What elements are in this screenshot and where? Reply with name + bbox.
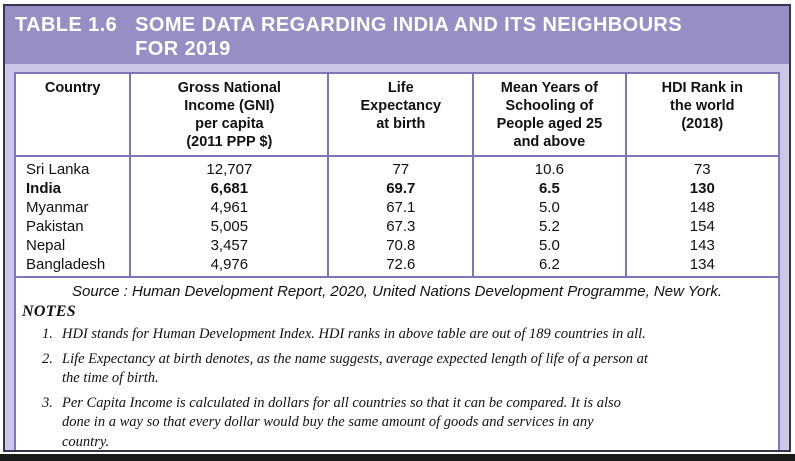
cell-gni: 4,961 <box>129 198 329 217</box>
table-row: Myanmar 4,961 67.1 5.0 148 <box>16 198 778 217</box>
source-line: Source : Human Development Report, 2020,… <box>71 283 723 300</box>
table-row-india: India 6,681 69.7 6.5 130 <box>16 179 778 198</box>
cell-country: Myanmar <box>26 199 89 216</box>
cell-gni: 6,681 <box>129 179 329 198</box>
cell-life-expectancy: 67.1 <box>327 198 474 217</box>
cell-schooling: 10.6 <box>472 156 626 179</box>
cell-hdi-rank: 130 <box>624 179 778 198</box>
col-header-life-expectancy: Life Expectancy at birth <box>327 74 474 157</box>
table-panel: Country Gross National Income (GNI) per … <box>14 72 780 451</box>
table-title: SOME DATA REGARDING INDIA AND ITS NEIGHB… <box>135 14 683 60</box>
cell-schooling: 6.2 <box>472 255 626 277</box>
table-row: Pakistan 5,005 67.3 5.2 154 <box>16 217 778 236</box>
cell-schooling: 5.0 <box>472 198 626 217</box>
cell-country: Nepal <box>26 237 66 254</box>
note-text: Per Capita Income is calculated in dolla… <box>62 394 621 450</box>
table-box: TABLE 1.6 SOME DATA REGARDING INDIA AND … <box>3 4 791 452</box>
col-header-country: Country <box>16 74 131 157</box>
table-number: TABLE 1.6 <box>15 14 118 36</box>
cell-life-expectancy: 77 <box>327 156 474 179</box>
cell-country: Pakistan <box>26 218 84 235</box>
notes-section: NOTES 1. HDI stands for Human Developmen… <box>16 302 778 451</box>
cell-schooling: 6.5 <box>472 179 626 198</box>
cell-life-expectancy: 72.6 <box>327 255 474 277</box>
note-item-2: 2. Life Expectancy at birth denotes, as … <box>22 350 770 389</box>
table-header-row: Country Gross National Income (GNI) per … <box>16 74 778 157</box>
cell-country: India <box>26 180 62 197</box>
note-text: HDI stands for Human Development Index. … <box>62 326 646 342</box>
col-header-gni: Gross National Income (GNI) per capita (… <box>129 74 329 157</box>
page-bottom-rule <box>0 454 795 461</box>
cell-gni: 3,457 <box>129 236 329 255</box>
cell-gni: 12,707 <box>129 156 329 179</box>
notes-heading: NOTES <box>22 303 76 320</box>
cell-gni: 5,005 <box>129 217 329 236</box>
table-body-area: Country Gross National Income (GNI) per … <box>5 64 789 451</box>
cell-hdi-rank: 154 <box>624 217 778 236</box>
cell-hdi-rank: 73 <box>624 156 778 179</box>
table-row: Nepal 3,457 70.8 5.0 143 <box>16 236 778 255</box>
cell-life-expectancy: 67.3 <box>327 217 474 236</box>
note-number: 1. <box>42 326 53 342</box>
note-number: 2. <box>42 350 53 367</box>
note-text: Life Expectancy at birth denotes, as the… <box>62 350 648 387</box>
cell-life-expectancy: 70.8 <box>327 236 474 255</box>
cell-hdi-rank: 148 <box>624 198 778 217</box>
note-number: 3. <box>42 394 53 411</box>
cell-hdi-rank: 143 <box>624 236 778 255</box>
cell-country: Bangladesh <box>26 256 106 273</box>
col-header-schooling: Mean Years of Schooling of People aged 2… <box>472 74 626 157</box>
table-row: Sri Lanka 12,707 77 10.6 73 <box>16 156 778 179</box>
data-table: Country Gross National Income (GNI) per … <box>16 74 778 278</box>
table-title-band: TABLE 1.6 SOME DATA REGARDING INDIA AND … <box>5 6 789 64</box>
col-header-hdi-rank: HDI Rank in the world (2018) <box>624 74 778 157</box>
table-row: Bangladesh 4,976 72.6 6.2 134 <box>16 255 778 277</box>
note-item-3: 3. Per Capita Income is calculated in do… <box>22 394 770 451</box>
cell-schooling: 5.2 <box>472 217 626 236</box>
note-item-1: 1. HDI stands for Human Development Inde… <box>22 325 770 345</box>
cell-country: Sri Lanka <box>26 161 90 178</box>
cell-gni: 4,976 <box>129 255 329 277</box>
cell-life-expectancy: 69.7 <box>327 179 474 198</box>
cell-hdi-rank: 134 <box>624 255 778 277</box>
cell-schooling: 5.0 <box>472 236 626 255</box>
